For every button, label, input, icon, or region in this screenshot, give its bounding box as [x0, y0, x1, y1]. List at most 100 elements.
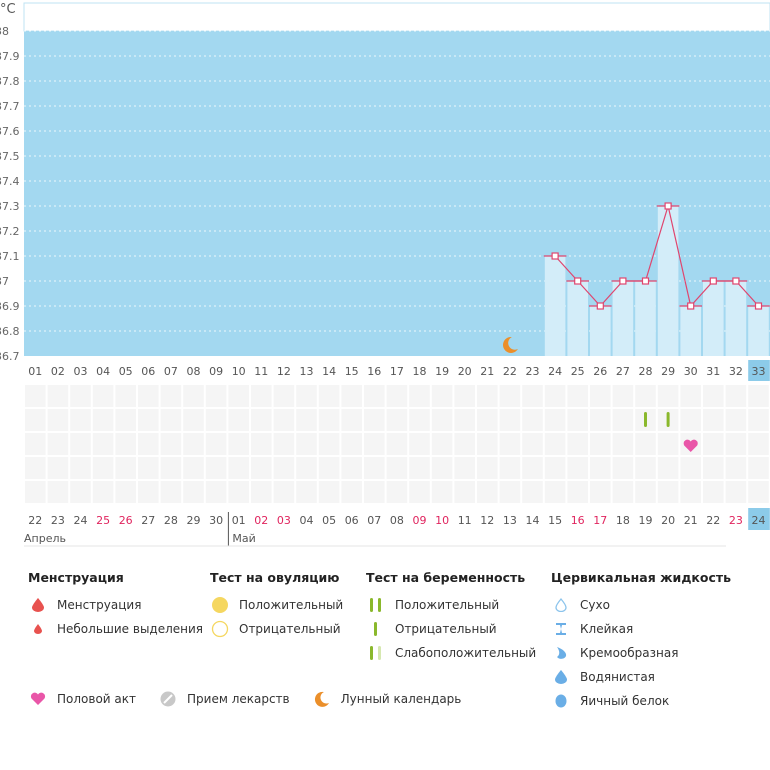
cycle-day-label: 03	[74, 365, 88, 378]
symptom-cell	[657, 433, 679, 455]
pregnancy-weak-positive-icon	[366, 645, 386, 661]
temperature-point	[596, 302, 604, 310]
symptom-cell	[703, 385, 724, 407]
y-tick-label: 36.7	[0, 350, 20, 363]
symptom-cell	[499, 433, 521, 455]
symptom-cell	[115, 385, 136, 407]
symptom-cell	[341, 457, 362, 479]
legend-label: Яичный белок	[580, 694, 670, 708]
calendar-date-label: 11	[458, 514, 472, 527]
symptom-cell	[635, 385, 656, 407]
symptom-cell	[409, 457, 430, 479]
symptom-cell	[25, 481, 46, 503]
symptom-cell	[25, 457, 46, 479]
symptom-cell	[590, 457, 611, 479]
symptom-cell	[205, 481, 227, 503]
legend-heading: Менструация	[28, 570, 124, 585]
y-tick-label: 37.5	[0, 150, 20, 163]
y-tick-label: 37.9	[0, 50, 20, 63]
temperature-bar	[748, 306, 769, 356]
symptom-cell	[160, 385, 182, 407]
symptom-cell	[522, 385, 543, 407]
calendar-date-label: 08	[390, 514, 404, 527]
blood-drop-icon	[28, 598, 48, 612]
symptom-cell	[251, 481, 272, 503]
temperature-bar	[635, 281, 656, 356]
symptom-cell	[748, 457, 769, 479]
symptom-cell	[544, 385, 566, 407]
calendar-date-label: 06	[345, 514, 359, 527]
symptom-cell	[544, 433, 566, 455]
symptom-cell	[725, 385, 747, 407]
symptom-cell	[612, 385, 634, 407]
cycle-day-label: 23	[526, 365, 540, 378]
legend-other: Половой акт Прием лекарств Лунный календ…	[28, 687, 461, 711]
cycle-day-label: 29	[661, 365, 675, 378]
symptom-cell	[590, 385, 611, 407]
calendar-date-label: 23	[729, 514, 743, 527]
symptom-cell	[341, 409, 362, 431]
cycle-day-label: 10	[232, 365, 246, 378]
calendar-date-label: 13	[503, 514, 517, 527]
symptom-cell	[341, 433, 362, 455]
temperature-bar	[657, 206, 679, 356]
symptom-cell	[228, 481, 249, 503]
cycle-day-label: 26	[593, 365, 607, 378]
symptom-cell	[47, 457, 69, 479]
legend-heading: Тест на овуляцию	[210, 570, 340, 585]
symptom-cell	[567, 409, 588, 431]
dry-drop-icon	[551, 598, 571, 612]
symptom-cell	[431, 385, 453, 407]
symptom-cell	[115, 433, 136, 455]
calendar-date-label: 05	[322, 514, 336, 527]
watery-drop-icon	[551, 670, 571, 684]
y-tick-label: 37.2	[0, 225, 20, 238]
symptom-cell	[680, 385, 701, 407]
symptom-cell	[748, 433, 769, 455]
symptom-cell	[364, 481, 385, 503]
legend-label: Положительный	[239, 598, 344, 612]
symptom-cell	[612, 409, 634, 431]
symptom-cell	[544, 481, 566, 503]
symptom-cell	[251, 409, 272, 431]
legend-label: Отрицательный	[239, 622, 341, 636]
y-tick-label: 37.6	[0, 125, 20, 138]
legend-menstruation: Менструация Менструация Небольшие выделе…	[28, 570, 203, 641]
symptom-cell	[183, 409, 204, 431]
symptom-cell	[477, 481, 498, 503]
cycle-day-label: 02	[51, 365, 65, 378]
symptom-cell	[251, 433, 272, 455]
symptom-cell	[138, 433, 159, 455]
cycle-day-label: 18	[413, 365, 427, 378]
cycle-day-label: 15	[345, 365, 359, 378]
symptom-cell	[544, 457, 566, 479]
small-blood-drop-icon	[28, 624, 48, 634]
y-tick-label: 37	[0, 275, 9, 288]
symptom-cell	[364, 409, 385, 431]
symptom-cell	[70, 385, 91, 407]
cycle-day-label: 08	[187, 365, 201, 378]
cycle-day-label: 06	[141, 365, 155, 378]
symptom-cell	[205, 409, 227, 431]
calendar-date-label: 15	[548, 514, 562, 527]
symptom-cell	[25, 385, 46, 407]
symptom-cell	[183, 481, 204, 503]
pregnancy-test-icon	[644, 412, 647, 427]
legend-cervical: Цервикальная жидкость Сухо Клейкая Кремо…	[551, 570, 731, 713]
symptom-cell	[522, 433, 543, 455]
symptom-cell	[522, 481, 543, 503]
symptom-cell	[318, 481, 340, 503]
symptom-cell	[748, 409, 769, 431]
symptom-cell	[92, 433, 114, 455]
symptom-cell	[115, 409, 136, 431]
symptom-cell	[273, 385, 295, 407]
symptom-cell	[454, 481, 475, 503]
symptom-cell	[454, 457, 475, 479]
calendar-date-label: 14	[526, 514, 540, 527]
symptom-cell	[228, 409, 249, 431]
symptom-cell	[477, 433, 498, 455]
cycle-day-label: 25	[571, 365, 585, 378]
symptom-cell	[748, 385, 769, 407]
temperature-bar	[703, 281, 724, 356]
cycle-day-label: 13	[300, 365, 314, 378]
